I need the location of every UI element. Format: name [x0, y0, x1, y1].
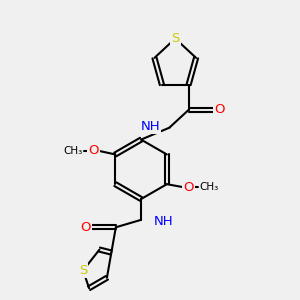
Text: NH: NH: [154, 215, 173, 228]
Text: O: O: [80, 221, 91, 234]
Text: CH₃: CH₃: [63, 146, 82, 156]
Text: S: S: [171, 32, 179, 45]
Text: NH: NH: [141, 120, 160, 133]
Text: O: O: [88, 144, 99, 158]
Text: O: O: [183, 181, 194, 194]
Text: S: S: [79, 264, 87, 277]
Text: CH₃: CH₃: [200, 182, 219, 192]
Text: O: O: [214, 103, 224, 116]
